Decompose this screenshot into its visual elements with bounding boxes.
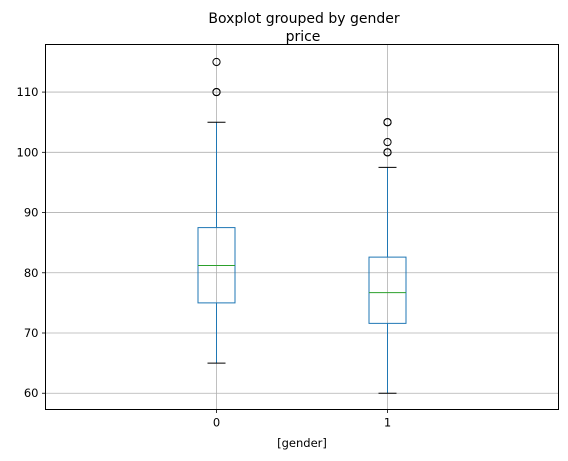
x-tick-label: 1 xyxy=(384,416,391,430)
tick-layer: 60 70 80 90 100 110 0 1 xyxy=(17,85,392,429)
iqr-box xyxy=(368,256,407,324)
y-tick-label: 80 xyxy=(24,266,39,280)
plot-area-frame xyxy=(45,44,559,410)
x-axis-label: [gender] xyxy=(277,436,327,450)
outlier-point xyxy=(383,148,392,157)
grid-layer xyxy=(45,44,559,410)
outlier-point xyxy=(212,57,221,67)
y-tick-label: 60 xyxy=(24,386,39,400)
box-group-0 xyxy=(197,57,236,364)
chart-suptitle: Boxplot grouped by gender xyxy=(208,11,399,27)
outlier-point xyxy=(383,118,392,127)
box-group-1 xyxy=(368,118,407,394)
y-tick-label: 100 xyxy=(17,145,39,159)
y-tick-label: 110 xyxy=(17,85,39,99)
y-tick-label: 90 xyxy=(24,206,39,220)
box-layer xyxy=(197,57,407,394)
chart-title: price xyxy=(286,29,321,45)
outlier-point xyxy=(383,137,392,147)
outlier-point xyxy=(212,87,221,97)
x-tick-label: 0 xyxy=(213,416,220,430)
y-tick-label: 70 xyxy=(24,326,39,340)
